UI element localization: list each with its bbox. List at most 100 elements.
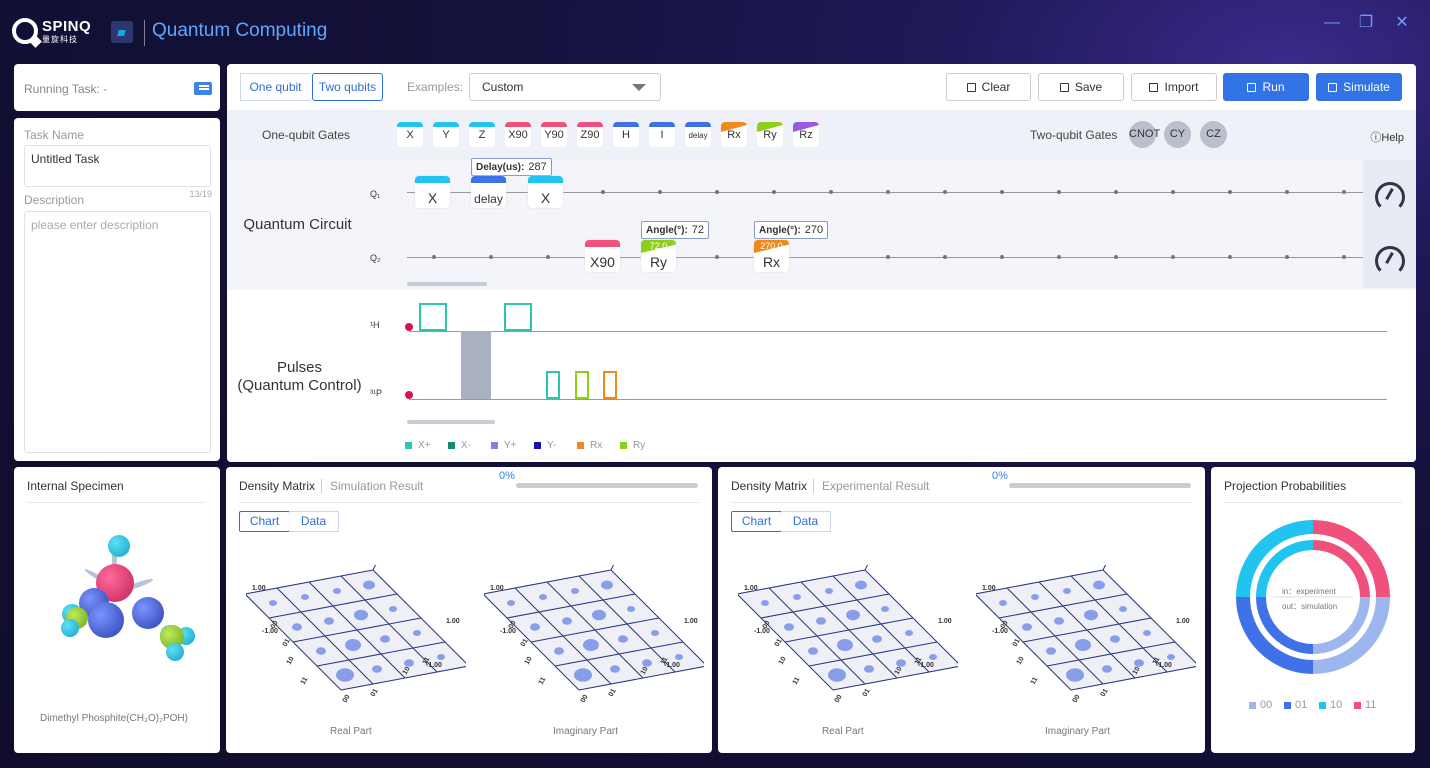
- exp-imag-label: Imaginary Part: [1045, 726, 1111, 737]
- clear-label: Clear: [981, 80, 1011, 94]
- wire-slot: [1285, 255, 1289, 259]
- app-title: Quantum Computing: [152, 20, 328, 41]
- pulse-h-1: [419, 303, 447, 331]
- wire-slot: [432, 255, 436, 259]
- axis-label: 00: [834, 694, 844, 704]
- matrix-element: [1075, 639, 1091, 651]
- import-button[interactable]: Import: [1131, 73, 1217, 101]
- running-task-label: Running Task: -: [24, 82, 108, 96]
- save-button[interactable]: Save: [1038, 73, 1124, 101]
- help-link[interactable]: ⓘHelp: [1370, 132, 1404, 144]
- projection-title: Projection Probabilities: [1224, 479, 1347, 493]
- sim-tab-chart[interactable]: Chart: [239, 511, 290, 532]
- matrix-element: [881, 606, 889, 612]
- gate-ry[interactable]: Ry: [757, 122, 783, 147]
- pulse-scrollbar[interactable]: [407, 420, 495, 424]
- gate-y[interactable]: Y: [433, 122, 459, 147]
- simulate-button[interactable]: Simulate: [1316, 73, 1402, 101]
- close-icon[interactable]: ✕: [1395, 14, 1409, 31]
- axis-label: 11: [538, 676, 548, 686]
- projection-legend-11: 11: [1354, 699, 1376, 711]
- task-name-input[interactable]: Untitled Task: [24, 145, 211, 187]
- circuit-gate-x-2[interactable]: X: [528, 176, 563, 208]
- gate-x90[interactable]: X90: [505, 122, 531, 147]
- ry-param-box[interactable]: Angle(°): 72: [641, 221, 710, 239]
- matrix-element: [530, 623, 540, 631]
- pulse-legend-ry: Ry: [620, 440, 645, 451]
- wire-slot: [1342, 190, 1346, 194]
- matrix-element: [316, 647, 326, 655]
- matrix-element: [574, 668, 592, 682]
- q2-measure-icon[interactable]: [1363, 224, 1416, 288]
- spinq-logo: SPINQ 量旋科技: [12, 16, 92, 46]
- matrix-element: [539, 594, 547, 600]
- circuit-gate-rx[interactable]: 270.0 Rx: [754, 240, 789, 272]
- gate-delay[interactable]: delay: [685, 122, 711, 147]
- sim-tab-data[interactable]: Data: [289, 511, 339, 532]
- tab-one-qubit[interactable]: One qubit: [240, 73, 310, 101]
- run-label: Run: [1262, 80, 1285, 94]
- gate-z[interactable]: Z: [469, 122, 495, 147]
- task-list-icon[interactable]: [194, 82, 212, 95]
- gate-i[interactable]: I: [649, 122, 675, 147]
- circuit-gate-x-1[interactable]: X: [415, 176, 450, 208]
- circuit-gate-x90[interactable]: X90: [585, 240, 620, 272]
- exp-tab-data[interactable]: Data: [781, 511, 831, 532]
- sim-title: Density Matrix Simulation Result: [239, 479, 424, 493]
- run-button[interactable]: Run: [1223, 73, 1309, 101]
- tab-two-qubits[interactable]: Two qubits: [312, 73, 383, 101]
- gate-y90[interactable]: Y90: [541, 122, 567, 147]
- restore-icon[interactable]: ❐: [1358, 14, 1374, 31]
- examples-label: Examples:: [407, 80, 464, 94]
- gate-z90[interactable]: Z90: [577, 122, 603, 147]
- matrix-element: [825, 588, 833, 594]
- divider: [1224, 502, 1402, 503]
- wire-slot: [489, 255, 493, 259]
- axis-label: 10: [286, 656, 296, 666]
- description-input[interactable]: please enter description: [24, 211, 211, 453]
- axis-label: 1.00: [252, 585, 266, 592]
- gate-rx[interactable]: Rx: [721, 122, 747, 147]
- chevron-down-icon: [632, 84, 646, 91]
- matrix-element: [675, 654, 683, 660]
- matrix-element: [354, 609, 368, 621]
- circuit-scrollbar[interactable]: [407, 282, 487, 286]
- gate-rz[interactable]: Rz: [793, 122, 819, 147]
- inner-11-arc: [1312, 540, 1370, 598]
- delay-param-box[interactable]: Delay(us): 287: [471, 158, 552, 176]
- matrix-element: [554, 647, 564, 655]
- gate-cnot[interactable]: CNOT: [1129, 121, 1160, 148]
- examples-select[interactable]: Custom: [469, 73, 661, 101]
- rx-param-box[interactable]: Angle(°): 270: [754, 221, 829, 239]
- matrix-element: [642, 659, 652, 667]
- circuit-gate-ry[interactable]: 72.0 Ry: [641, 240, 676, 272]
- home-icon[interactable]: [111, 21, 133, 43]
- clear-button[interactable]: Clear: [946, 73, 1031, 101]
- gate-cz[interactable]: CZ: [1200, 121, 1227, 148]
- axis-label: 11: [792, 676, 802, 686]
- gate-x[interactable]: X: [397, 122, 423, 147]
- pulse-delay: [461, 331, 491, 399]
- axis-label: 00: [270, 620, 280, 630]
- matrix-element: [601, 580, 613, 590]
- matrix-element: [389, 606, 397, 612]
- exp-tab-chart[interactable]: Chart: [731, 511, 782, 532]
- task-form-panel: Task Name Untitled Task 13/19 Descriptio…: [14, 118, 220, 461]
- axis-label: -1.00: [1156, 662, 1172, 669]
- wire-slot: [1000, 255, 1004, 259]
- matrix-element: [592, 609, 606, 621]
- circuit-gate-delay[interactable]: delay: [471, 176, 506, 208]
- pulse-legend-xminus: X-: [448, 440, 471, 451]
- matrix-element: [929, 654, 937, 660]
- matrix-element: [507, 600, 515, 606]
- exp-progress-text: 0%: [992, 470, 1008, 482]
- minimize-icon[interactable]: —: [1324, 14, 1340, 31]
- wire-slot: [546, 255, 550, 259]
- q1-measure-icon[interactable]: [1363, 160, 1416, 224]
- gate-h[interactable]: H: [613, 122, 639, 147]
- matrix-element: [363, 580, 375, 590]
- axis-label: -1.00: [426, 662, 442, 669]
- gate-cy[interactable]: CY: [1164, 121, 1191, 148]
- matrix-element: [1084, 609, 1098, 621]
